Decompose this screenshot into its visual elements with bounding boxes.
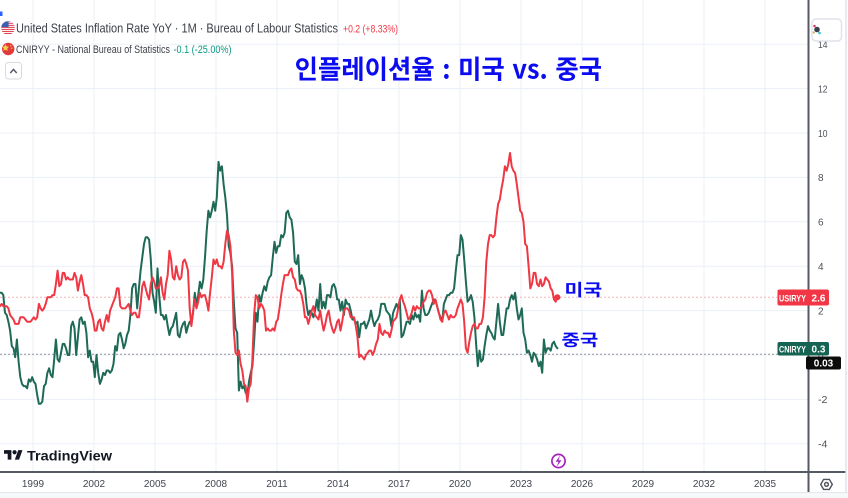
svg-text:2: 2 bbox=[818, 306, 824, 317]
svg-text:2035: 2035 bbox=[754, 479, 777, 490]
svg-text:2026: 2026 bbox=[571, 479, 594, 490]
svg-text:United States Inflation Rate Y: United States Inflation Rate YoY · 1M · … bbox=[16, 22, 338, 36]
svg-text:6: 6 bbox=[818, 218, 824, 229]
svg-text:0.03: 0.03 bbox=[814, 359, 834, 370]
svg-text:0.3: 0.3 bbox=[812, 345, 826, 356]
svg-text:8: 8 bbox=[818, 173, 824, 184]
svg-text:TradingView: TradingView bbox=[27, 448, 112, 464]
svg-text:-0.1 (-25.00%): -0.1 (-25.00%) bbox=[174, 44, 232, 56]
svg-text:-2: -2 bbox=[818, 395, 828, 406]
svg-text:2017: 2017 bbox=[388, 479, 411, 490]
svg-text:2008: 2008 bbox=[205, 479, 228, 490]
svg-text:2002: 2002 bbox=[83, 479, 106, 490]
svg-text:1999: 1999 bbox=[22, 479, 45, 490]
svg-text:4: 4 bbox=[818, 262, 824, 273]
svg-text:10: 10 bbox=[818, 129, 828, 140]
svg-text:+0.2 (+8.33%): +0.2 (+8.33%) bbox=[343, 24, 398, 36]
svg-text:2.6: 2.6 bbox=[812, 294, 826, 305]
svg-text:2029: 2029 bbox=[632, 479, 655, 490]
svg-text:14: 14 bbox=[818, 40, 828, 51]
svg-text:2020: 2020 bbox=[449, 479, 472, 490]
svg-text:CNIRYY - National Bureau of St: CNIRYY - National Bureau of Statistics bbox=[16, 44, 170, 56]
svg-text:12: 12 bbox=[818, 84, 828, 95]
svg-text:CNIRYY: CNIRYY bbox=[779, 345, 806, 356]
svg-text:2032: 2032 bbox=[693, 479, 716, 490]
svg-text:0: 0 bbox=[818, 351, 824, 362]
svg-text:2014: 2014 bbox=[327, 479, 350, 490]
svg-text:2023: 2023 bbox=[510, 479, 533, 490]
svg-text:USIRYY: USIRYY bbox=[779, 294, 807, 305]
svg-text:2011: 2011 bbox=[266, 479, 288, 490]
svg-text:-4: -4 bbox=[818, 440, 828, 451]
svg-text:2005: 2005 bbox=[144, 479, 167, 490]
